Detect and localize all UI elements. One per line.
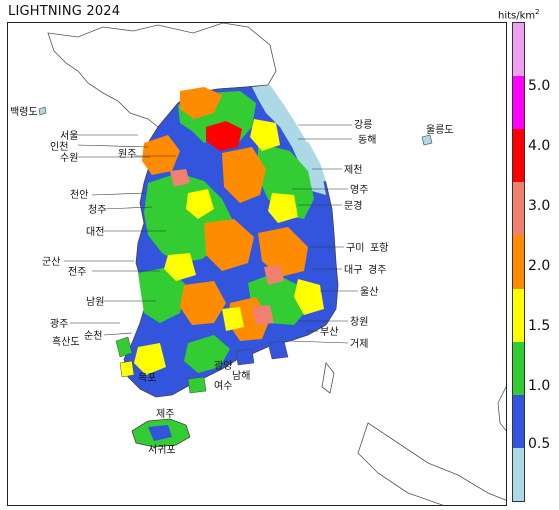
label-gunsan: 군산	[42, 256, 60, 268]
legend-tick-1-5: 1.5	[528, 318, 551, 334]
zone-orange-sw	[180, 281, 226, 325]
zone-yellow-5	[294, 279, 324, 315]
baengnyeongdo-island	[38, 106, 47, 116]
legend-colorbar	[512, 22, 525, 502]
zone-orange-southeast	[258, 227, 308, 277]
legend-tick-1-0: 1.0	[528, 378, 551, 394]
zone-lightblue-east2	[304, 141, 326, 183]
label-daegu: 대구	[344, 264, 362, 276]
label-heuksando: 흑산도	[52, 335, 80, 348]
label-cheongju: 청주	[88, 204, 106, 216]
label-namhae: 남해	[232, 369, 250, 382]
label-busan: 부산	[320, 326, 338, 338]
zone-yellow-3	[268, 193, 298, 223]
label-yeosu: 여수	[214, 380, 232, 392]
label-pohang: 포항	[370, 242, 388, 254]
legend-unit-exp: 2	[535, 8, 540, 16]
lightning-map: 백령도 서울 인천 수원 원주 천안 청주 대전 군산 전주 남원 광주 순천 …	[7, 22, 507, 506]
zone-orange-west	[142, 135, 180, 175]
legend-tick-3-0: 3.0	[528, 198, 551, 214]
legend-seg-5	[513, 288, 524, 342]
legend-tick-2-0: 2.0	[528, 258, 551, 274]
label-suncheon: 순천	[84, 330, 102, 342]
label-jeonju: 전주	[68, 266, 86, 278]
zone-yellow-2	[186, 189, 214, 219]
zone-yellow-1	[250, 119, 280, 151]
label-mungyeong: 문경	[344, 199, 362, 212]
legend-unit-base: hits/km	[498, 10, 536, 22]
label-incheon: 인천	[50, 141, 68, 153]
legend-seg-3	[513, 182, 524, 236]
zone-yellow-4	[164, 253, 196, 281]
label-gwangyang: 광양	[214, 360, 232, 372]
label-ulsan: 울산	[360, 286, 378, 298]
legend-seg-0	[513, 23, 524, 77]
zone-salmon-2	[264, 265, 284, 285]
label-gyeongju: 경주	[368, 263, 386, 276]
label-jecheon: 제천	[344, 164, 362, 176]
zone-orange-mid	[204, 219, 254, 271]
label-gumi: 구미	[346, 242, 364, 254]
label-donghae: 동해	[358, 133, 376, 146]
japan-coast	[321, 362, 506, 505]
zone-yellow-6	[134, 343, 166, 375]
zone-salmon-3	[252, 305, 274, 325]
label-seogwipo: 서귀포	[148, 444, 176, 456]
label-geoje: 거제	[350, 338, 368, 350]
map-canvas: 백령도 서울 인천 수원 원주 천안 청주 대전 군산 전주 남원 광주 순천 …	[10, 23, 506, 505]
label-gangneung: 강릉	[354, 119, 372, 131]
island-sw-2	[119, 360, 135, 378]
label-gwangju: 광주	[50, 318, 68, 330]
label-yeongju: 영주	[350, 184, 368, 196]
legend-seg-8	[513, 447, 524, 501]
zone-yellow-7	[222, 307, 244, 331]
label-wonju: 원주	[118, 148, 136, 160]
label-suwon: 수원	[60, 152, 78, 164]
label-cheonan: 천안	[70, 189, 88, 201]
label-jeju: 제주	[156, 408, 174, 420]
label-mokpo: 목포	[138, 372, 156, 384]
legend-seg-4	[513, 235, 524, 289]
zone-orange-north	[180, 87, 222, 119]
zone-red	[206, 121, 242, 151]
leader-lines	[64, 124, 358, 344]
label-namwon: 남원	[86, 296, 104, 308]
ulleungdo-island	[421, 134, 433, 146]
legend-tick-0-5: 0.5	[528, 436, 551, 452]
zone-green-south	[184, 335, 230, 373]
island-s-2	[235, 348, 255, 366]
zone-orange-center	[222, 147, 266, 203]
legend-seg-1	[513, 76, 524, 130]
label-changwon: 창원	[350, 316, 368, 328]
legend-unit: hits/km2	[498, 8, 540, 21]
legend-tick-5-0: 5.0	[528, 78, 551, 94]
legend-seg-2	[513, 129, 524, 183]
island-s-3	[267, 340, 289, 360]
label-baengnyeongdo: 백령도	[10, 106, 38, 118]
legend-seg-6	[513, 341, 524, 395]
map-title: LIGHTNING 2024	[8, 4, 121, 19]
island-s-1	[187, 376, 207, 394]
zone-green-southwest	[138, 267, 186, 323]
label-daejeon: 대전	[86, 226, 104, 238]
legend-seg-7	[513, 394, 524, 448]
legend-tick-4-0: 4.0	[528, 138, 551, 154]
jeju-center	[148, 425, 172, 441]
island-sw-1	[115, 336, 133, 358]
label-ulleungdo: 울릉도	[426, 124, 454, 136]
label-seoul: 서울	[60, 130, 78, 142]
zone-salmon-1	[170, 169, 190, 187]
